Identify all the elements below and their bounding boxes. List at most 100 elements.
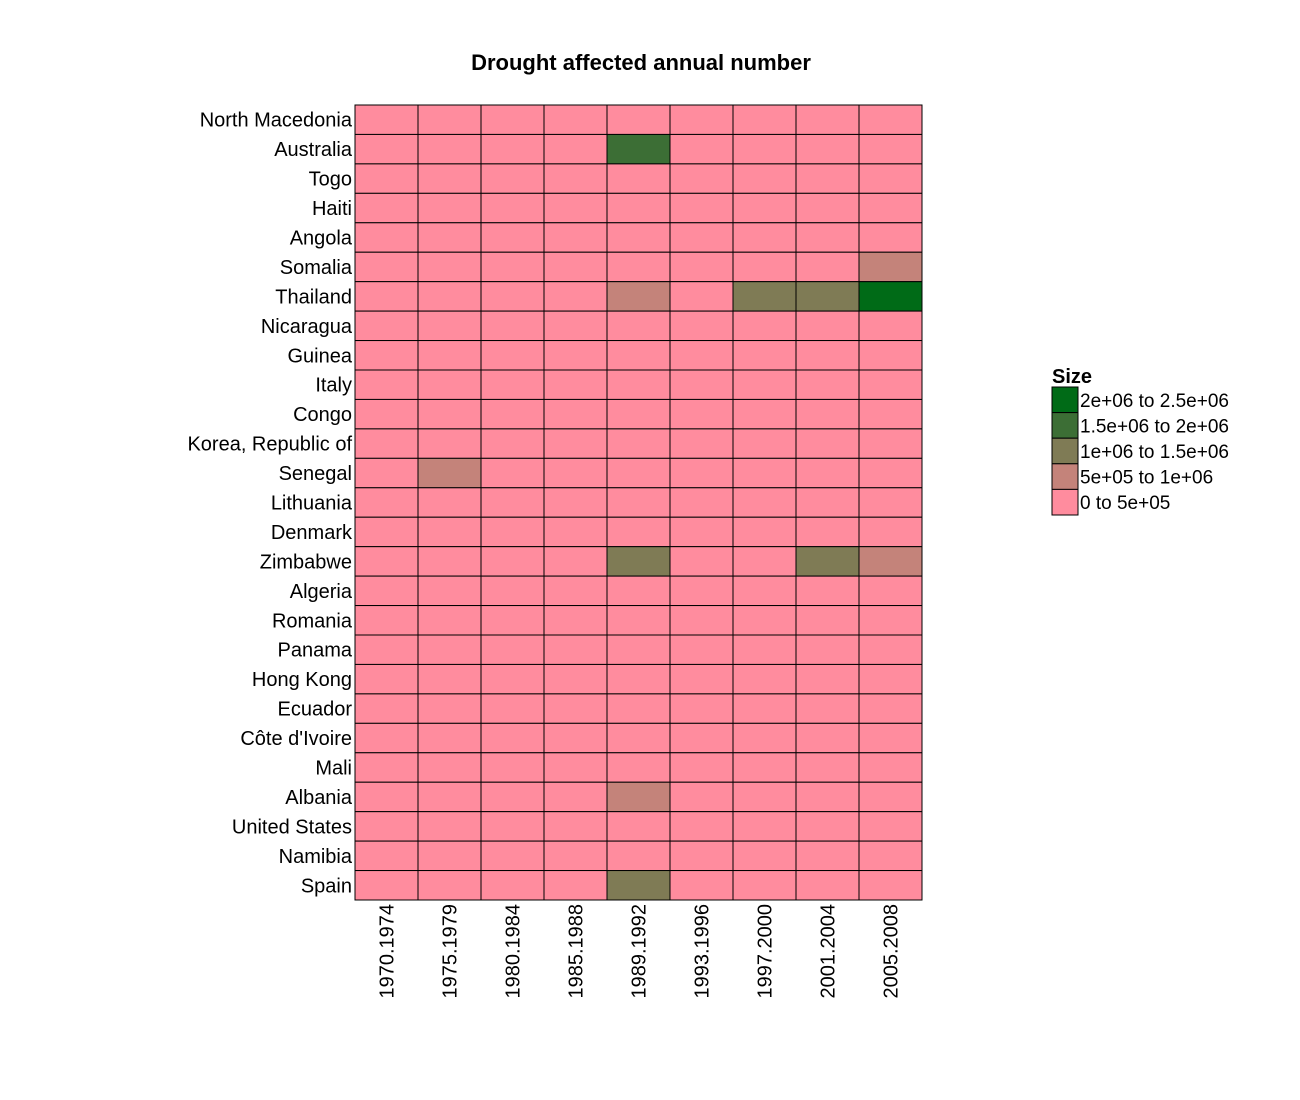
heatmap-cell [480,398,545,430]
heatmap-cell [732,192,797,224]
y-tick-label: North Macedonia [200,110,353,132]
heatmap-cell [543,663,608,695]
heatmap-cell [543,369,608,400]
heatmap-cell [480,575,545,607]
heatmap-cell [543,104,608,135]
heatmap-cell [354,428,419,459]
heatmap-cell [480,811,545,842]
heatmap-cell [543,752,608,783]
heatmap-cell [480,693,545,724]
heatmap-cell [732,722,797,754]
heatmap-cell [669,840,734,872]
y-tick-label: Romania [272,610,353,632]
heatmap-cell [732,133,797,165]
heatmap-cell [417,104,482,135]
heatmap-cell [669,428,734,459]
legend-swatch [1051,386,1079,414]
heatmap-cell [732,310,797,342]
heatmap-cell [606,104,671,135]
heatmap-cell [354,398,419,430]
heatmap-cell [354,163,419,194]
heatmap-cell [858,605,923,636]
heatmap-cell [669,546,734,577]
y-tick-label: Korea, Republic of [187,434,352,456]
heatmap-cell [795,722,860,754]
x-tick-label: 1970.1974 [377,904,399,999]
heatmap-cell [669,192,734,224]
heatmap-cell [354,811,419,842]
heatmap-cell [606,781,671,813]
y-tick-label: United States [232,816,352,838]
heatmap-cell [354,516,419,548]
y-tick-label: Guinea [288,345,353,367]
heatmap-cell [795,870,860,901]
heatmap-cell [543,251,608,283]
heatmap-cell [480,281,545,312]
heatmap-cell [354,605,419,636]
heatmap-cell [858,546,923,577]
heatmap-cell [795,516,860,548]
heatmap-cell [480,487,545,518]
heatmap-cell [732,398,797,430]
y-tick-label: Zimbabwe [260,551,352,573]
y-tick-label: Italy [315,375,352,397]
x-tick-label: 2001.2004 [818,904,840,999]
heatmap-cell [732,605,797,636]
y-tick-label: Algeria [290,581,353,603]
x-tick-label: 2005.2008 [881,904,903,999]
legend-label: 0 to 5e+05 [1080,493,1170,514]
heatmap-cell [354,133,419,165]
heatmap-cell [354,281,419,312]
heatmap-cell [606,811,671,842]
heatmap-cell [669,870,734,901]
heatmap-cell [606,457,671,489]
y-tick-label: Togo [309,169,352,191]
heatmap-cell [606,133,671,165]
heatmap-cell [480,546,545,577]
heatmap-cell [732,163,797,194]
heatmap-cell [543,781,608,813]
heatmap-cell [417,575,482,607]
heatmap-cell [543,634,608,665]
heatmap-cell [543,281,608,312]
heatmap-cell [795,752,860,783]
legend-label: 5e+05 to 1e+06 [1080,468,1213,489]
y-tick-label: Senegal [279,463,352,485]
heatmap-cell [606,192,671,224]
heatmap-cell [669,516,734,548]
x-tick-label: 1997.2000 [755,904,777,999]
y-tick-label: Haiti [312,198,352,220]
heatmap-cell [732,516,797,548]
heatmap-cell [606,634,671,665]
heatmap-cell [417,516,482,548]
heatmap-cell [417,870,482,901]
y-tick-label: Panama [278,640,353,662]
heatmap-cell [543,133,608,165]
heatmap-cell [858,457,923,489]
heatmap-cell [795,663,860,695]
heatmap-cell [354,487,419,518]
legend: Size 2e+06 to 2.5e+06 1.5e+06 to 2e+06 1e+… [1051,366,1229,516]
heatmap-cell [858,369,923,400]
heatmap-cell [732,811,797,842]
heatmap-cell [417,310,482,342]
heatmap-cell [606,693,671,724]
heatmap-cell [606,722,671,754]
heatmap-cell [732,575,797,607]
heatmap-cell [795,428,860,459]
heatmap-cell [480,222,545,253]
heatmap-cell [795,811,860,842]
y-tick-label: Somalia [280,257,353,279]
y-tick-label: Hong Kong [252,669,352,691]
heatmap-cell [543,487,608,518]
heatmap-cell [480,840,545,872]
heatmap-cell [795,457,860,489]
heatmap-cell [669,222,734,253]
heatmap-cell [795,605,860,636]
heatmap-cell [543,605,608,636]
heatmap-cell [858,811,923,842]
heatmap-cell [417,546,482,577]
heatmap-cell [543,722,608,754]
heatmap-cell [858,663,923,695]
y-tick-label: Thailand [275,286,352,308]
